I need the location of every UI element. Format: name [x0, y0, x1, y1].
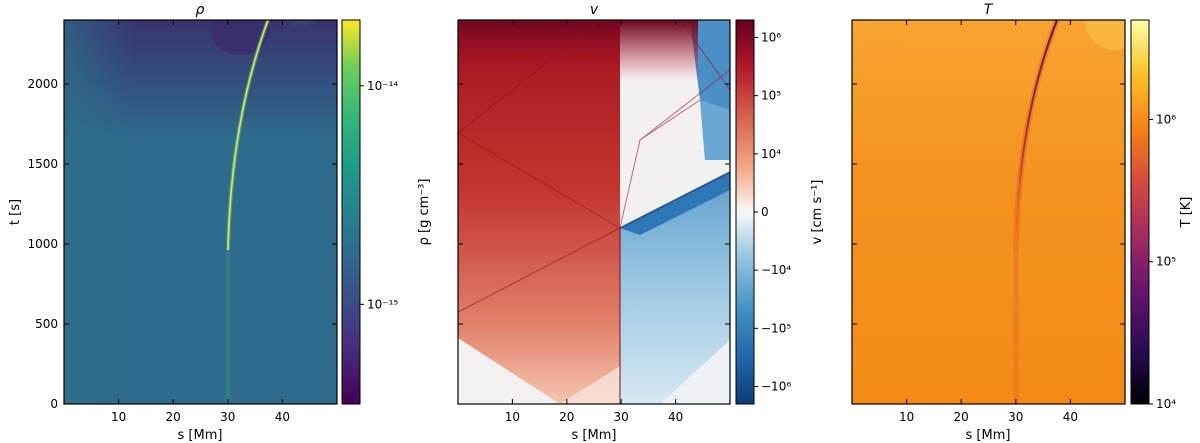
- v-heatmap: [458, 20, 730, 404]
- v-colorbar: [735, 19, 755, 405]
- t-colorbar-ticks: 10⁶ 10⁵ 10⁴: [1149, 112, 1176, 411]
- colorbar-tick-label: 10⁻¹⁴: [367, 79, 398, 93]
- v-title: v: [590, 2, 599, 18]
- panel-v: 10 20 30 40 v s [Mm] ρ [g cm⁻³] 10⁶ 10⁵ 10⁴ 0 −…: [417, 2, 825, 443]
- rho-colorbar: [341, 19, 361, 405]
- t-axes: 10 20 30 40: [852, 20, 1125, 424]
- x-tick-label: 20: [166, 410, 181, 424]
- colorbar-tick-label: 10⁶: [1156, 112, 1176, 126]
- colorbar-tick-label: −10⁶: [761, 379, 791, 393]
- colorbar-tick-label: 0: [761, 205, 769, 219]
- colorbar-tick-label: −10⁵: [761, 321, 791, 335]
- x-tick-label: 40: [1063, 410, 1078, 424]
- x-tick-label: 20: [954, 410, 969, 424]
- t-title: T: [984, 2, 994, 18]
- y-tick-label: 1000: [27, 237, 58, 251]
- v-xlabel: s [Mm]: [572, 428, 617, 443]
- x-tick-label: 10: [111, 410, 126, 424]
- y-tick-label: 1500: [27, 157, 58, 171]
- colorbar-tick-label: 10⁵: [1156, 255, 1176, 269]
- colorbar-tick-label: 10⁴: [761, 147, 781, 161]
- x-tick-label: 20: [559, 410, 574, 424]
- colorbar-tick-label: 10⁻¹⁵: [367, 297, 398, 311]
- t-colorbar: [1130, 19, 1150, 405]
- rho-colorbar-ticks: 10⁻¹⁴ 10⁻¹⁵: [360, 79, 398, 311]
- x-tick-label: 40: [668, 410, 683, 424]
- x-tick-label: 40: [275, 410, 290, 424]
- x-tick-label: 10: [899, 410, 914, 424]
- rho-title: ρ: [196, 2, 205, 18]
- x-tick-label: 10: [505, 410, 520, 424]
- rho-ridge-line: [227, 20, 269, 251]
- rho-xlabel: s [Mm]: [178, 428, 223, 443]
- y-tick-label: 2000: [27, 77, 58, 91]
- panel-t: 10 20 30 40 T s [Mm] 10⁶ 10⁵ 10⁴ T [K]: [851, 2, 1194, 443]
- colorbar-tick-label: −10⁴: [761, 263, 791, 277]
- rho-heatmap: [64, 20, 337, 404]
- y-tick-label: 500: [35, 317, 58, 331]
- colorbar-tick-label: 10⁵: [761, 89, 781, 103]
- colorbar-tick-label: 10⁴: [1156, 397, 1176, 411]
- v-colorbar-ticks: 10⁶ 10⁵ 10⁴ 0 −10⁴ −10⁵ −10⁶: [754, 31, 791, 393]
- x-tick-label: 30: [614, 410, 629, 424]
- y-tick-label: 0: [50, 397, 58, 411]
- colorbar-tick-label: 10⁶: [761, 31, 781, 45]
- t-heatmap: [852, 20, 1125, 404]
- t-xlabel: s [Mm]: [966, 428, 1011, 443]
- rho-ylabel: t [s]: [8, 199, 23, 225]
- t-colorbar-label: T [K]: [1179, 197, 1194, 229]
- v-axes: 10 20 30 40: [458, 20, 730, 424]
- x-tick-label: 30: [1008, 410, 1023, 424]
- rho-axes: 10 20 30 40 0 500 1000 1500 2000: [27, 20, 337, 424]
- v-colorbar-label: v [cm s⁻¹]: [810, 180, 825, 245]
- x-tick-label: 30: [220, 410, 235, 424]
- t-strand-line: [1015, 20, 1058, 251]
- v-ylabel: ρ [g cm⁻³]: [417, 179, 432, 246]
